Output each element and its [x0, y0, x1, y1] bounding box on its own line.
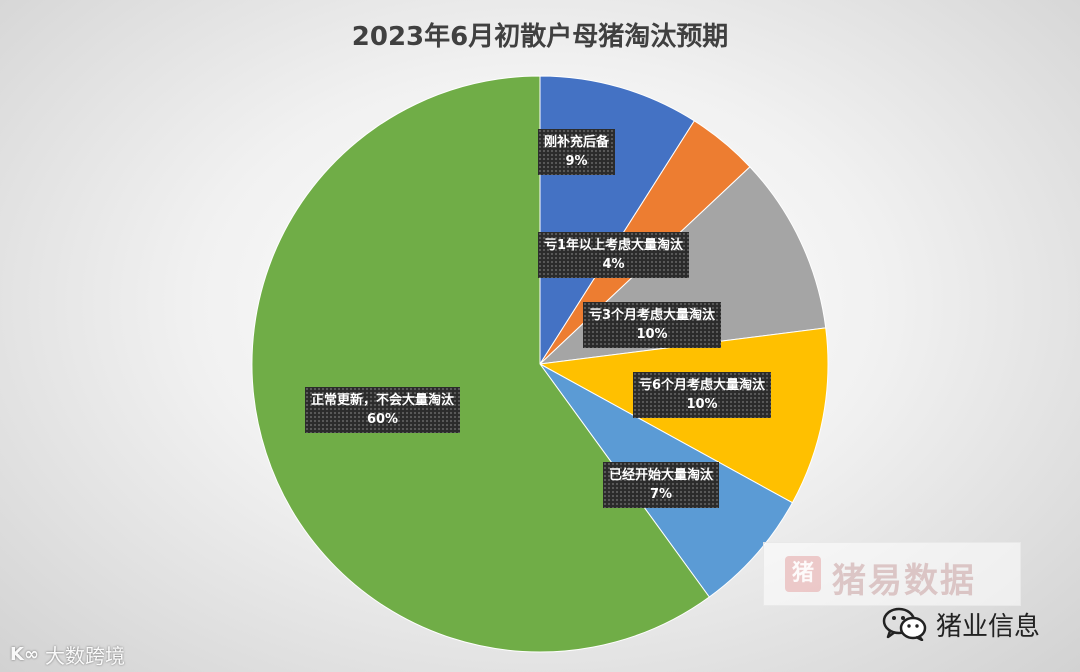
data-label-slice-5: 已经开始大量淘汰 7% [603, 462, 720, 508]
data-label-slice-1: 刚补充后备 9% [538, 129, 616, 175]
account-name: 猪业信息 [936, 611, 1041, 642]
corner-watermark-text: 大数跨境 [44, 644, 125, 668]
account-badge: 猪业信息 [882, 604, 1040, 644]
data-label-slice-4: 亏6个月考虑大量淘汰 10% [633, 372, 772, 418]
data-label-slice-2: 亏1年以上考虑大量淘汰 4% [538, 232, 690, 278]
pie-slice-6 [251, 75, 710, 653]
data-label-slice-3: 亏3个月考虑大量淘汰 10% [583, 302, 722, 348]
wechat-icon [882, 607, 927, 641]
corner-logo-icon: K∞ [10, 644, 39, 665]
corner-watermark: K∞ 大数跨境 [10, 640, 125, 669]
data-label-slice-6: 正常更新，不会大量淘汰 60% [305, 387, 461, 433]
watermark-text: 猪易数据 [832, 561, 976, 601]
watermark-box [763, 542, 1021, 606]
chart-title: 2023年6月初散户母猪淘汰预期 [351, 22, 729, 52]
watermark-logo-icon: 猪 [785, 556, 821, 592]
